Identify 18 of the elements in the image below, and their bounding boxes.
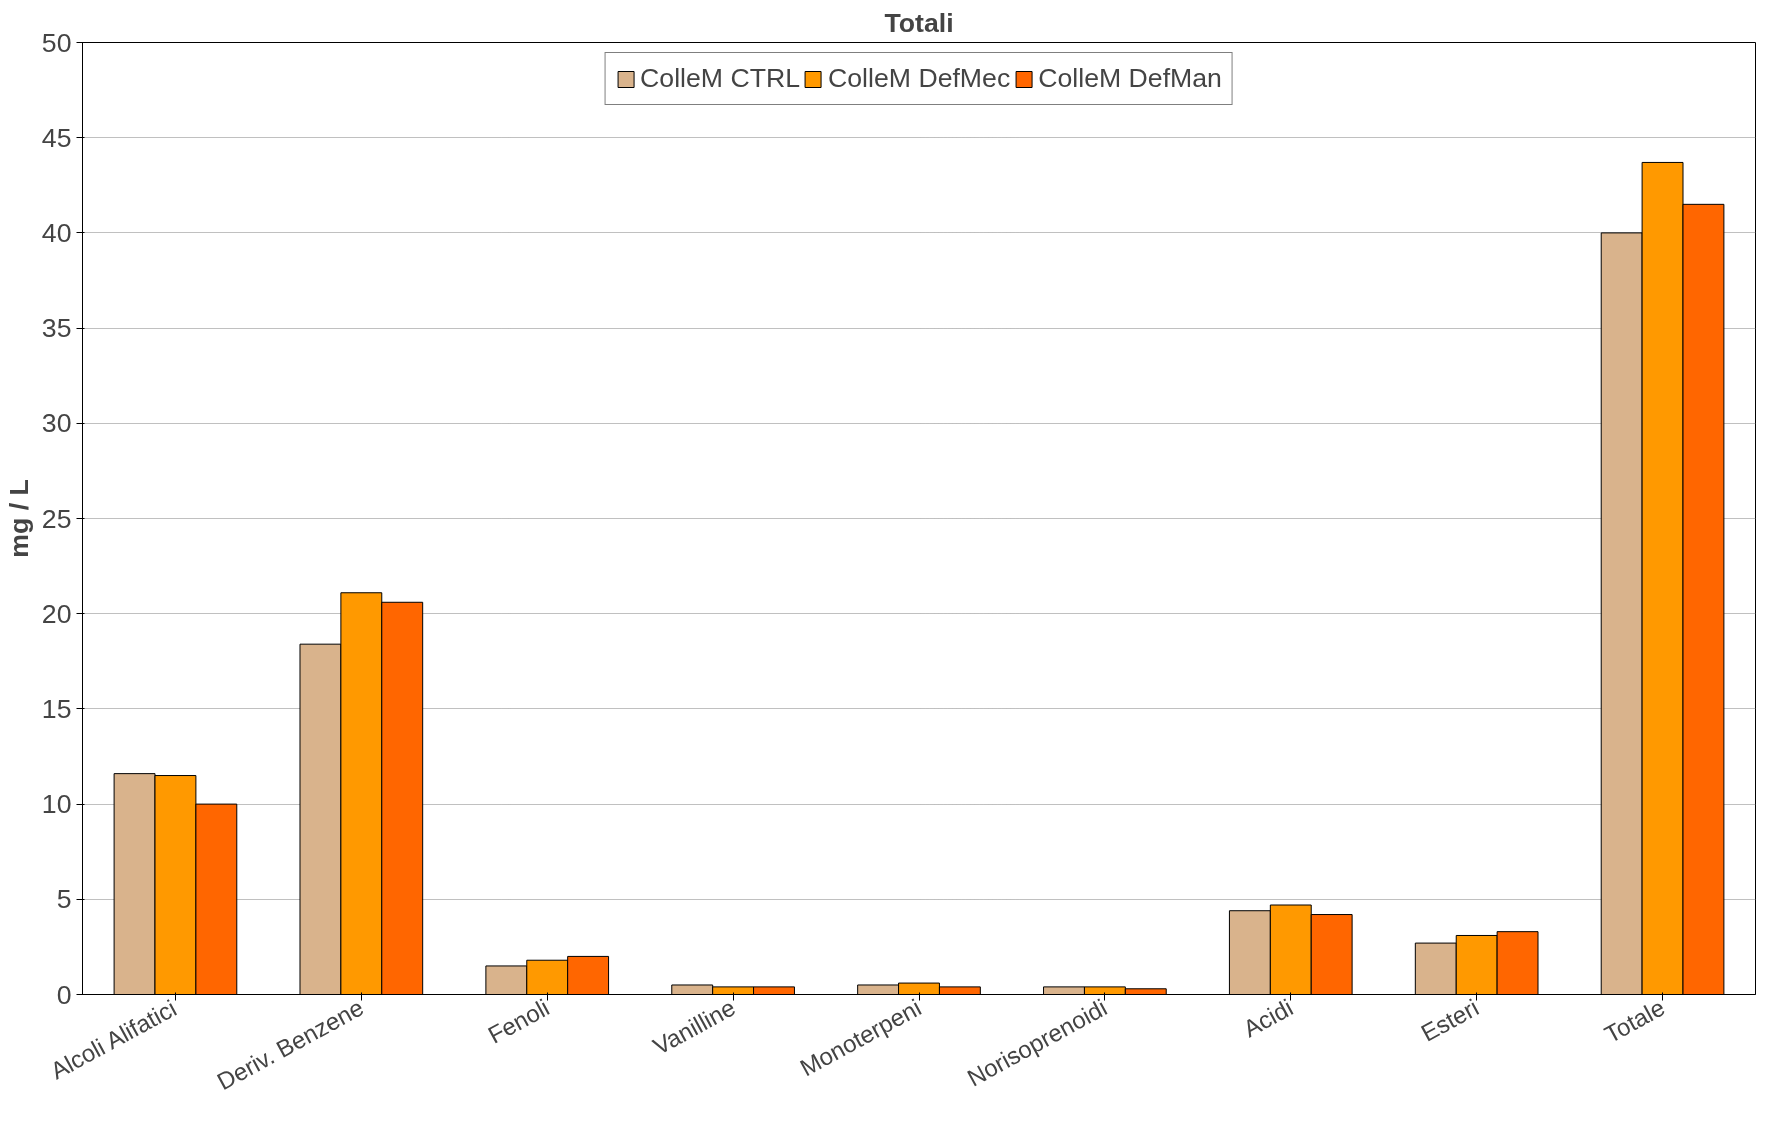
y-tick-label: 40 xyxy=(41,217,72,248)
y-tick-label: 30 xyxy=(41,408,72,439)
y-tick-label: 15 xyxy=(41,693,72,724)
chart-title: Totali xyxy=(884,7,954,38)
x-tick-label: Acidi xyxy=(1238,993,1298,1043)
legend-label: ColleM DefMan xyxy=(1038,63,1222,94)
y-tick-label: 50 xyxy=(41,27,72,58)
y-tick-label: 20 xyxy=(41,598,72,629)
legend-label: ColleM CTRL xyxy=(640,63,801,94)
y-tick-label: 10 xyxy=(41,789,72,820)
y-axis-title: mg / L xyxy=(3,479,34,558)
y-tick-label: 0 xyxy=(56,979,72,1010)
y-tick-label: 35 xyxy=(41,313,72,344)
y-tick-label: 5 xyxy=(56,884,72,915)
y-tick-label: 25 xyxy=(41,503,72,534)
x-tick-label: Totale xyxy=(1599,993,1670,1049)
legend-label: ColleM DefMec xyxy=(828,63,1011,94)
y-tick-label: 45 xyxy=(41,122,72,153)
